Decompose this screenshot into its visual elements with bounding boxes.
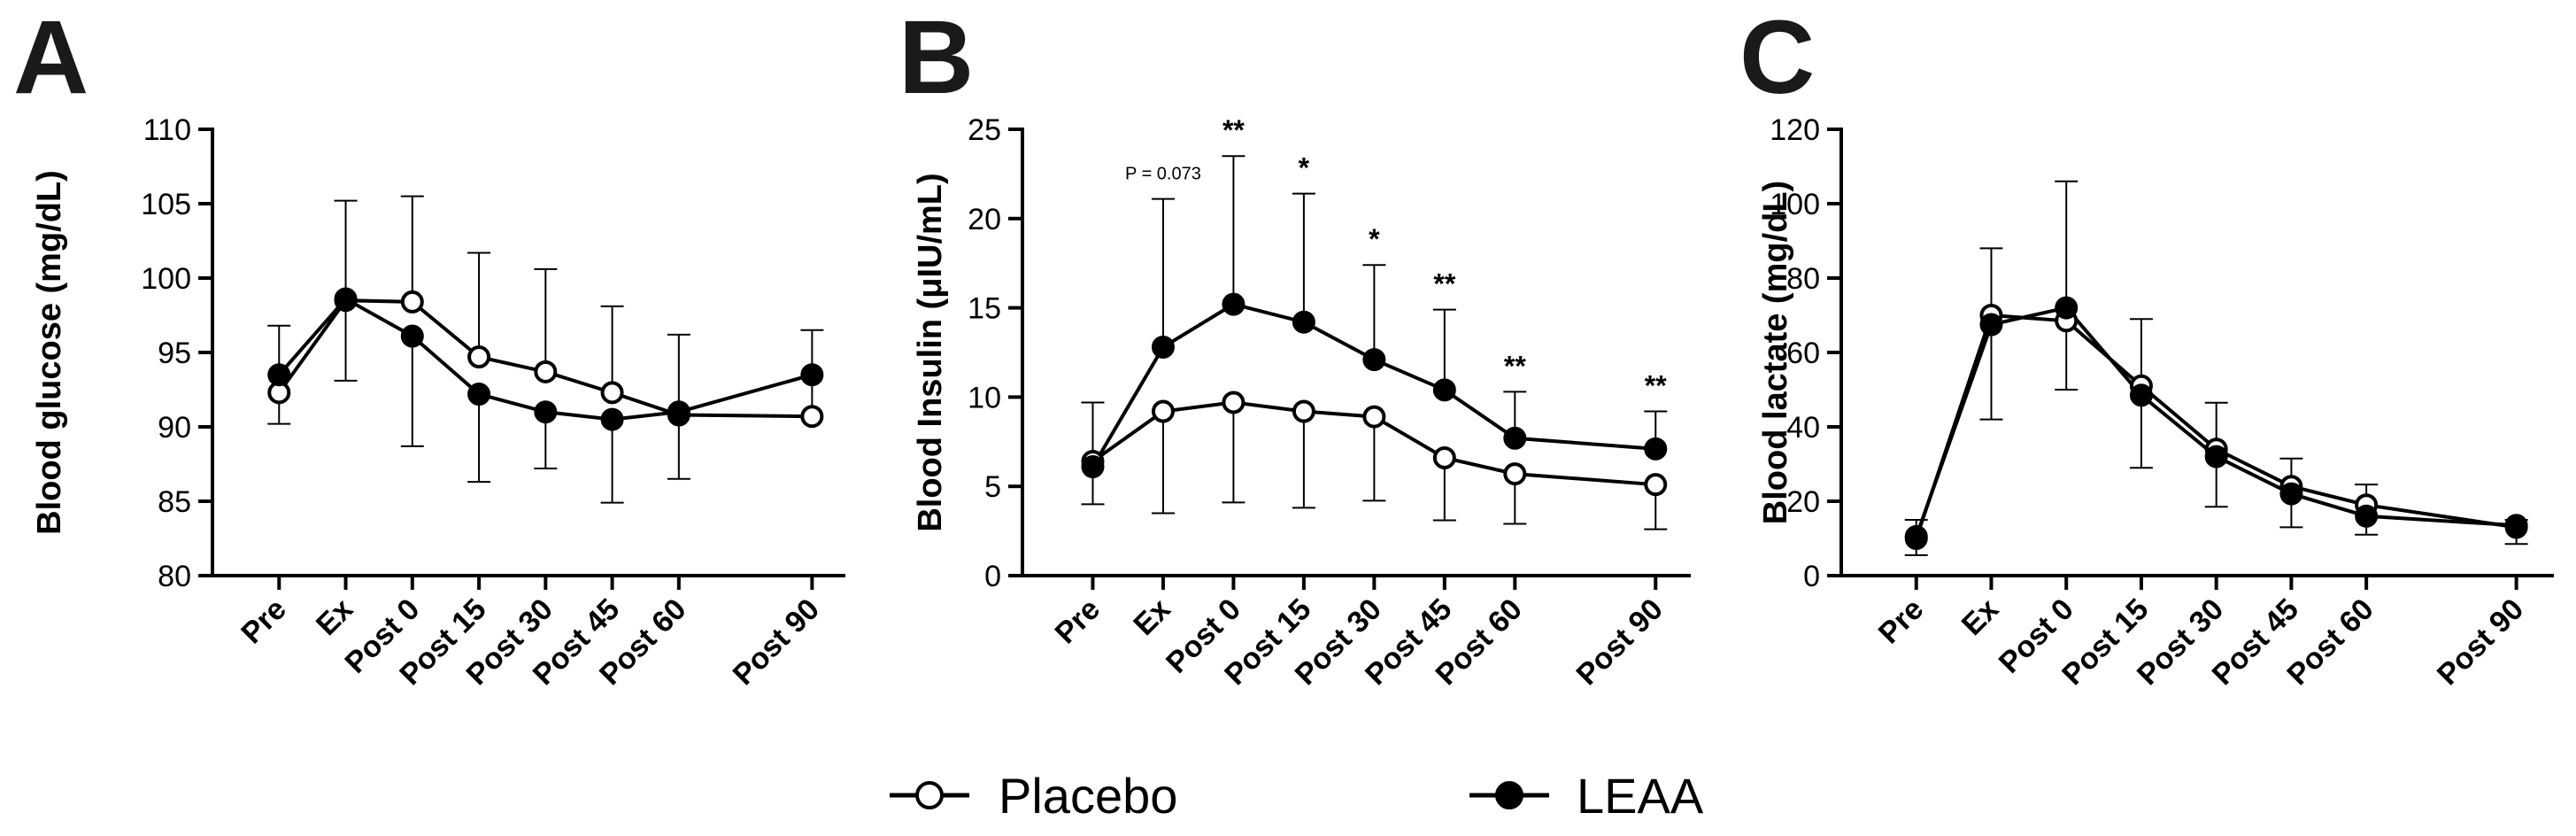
- data-point-placebo: [467, 345, 491, 369]
- y-tick-label: 15: [968, 292, 1001, 326]
- y-tick-label: 100: [141, 262, 191, 296]
- data-point-leaa: [2504, 514, 2528, 538]
- data-point-leaa: [1904, 524, 1928, 548]
- data-point-placebo: [1432, 445, 1456, 469]
- x-tick-label: Post 90: [1570, 592, 1670, 692]
- y-tick-label: 80: [158, 560, 191, 593]
- y-tick-label: 120: [1770, 113, 1820, 147]
- data-point-leaa: [800, 363, 824, 387]
- data-point-leaa: [1644, 437, 1668, 461]
- data-point-placebo: [400, 290, 424, 314]
- x-tick-label: Pre: [235, 592, 293, 651]
- data-point-leaa: [1432, 378, 1456, 402]
- data-point-placebo: [800, 405, 824, 429]
- y-tick-label: 25: [968, 113, 1001, 147]
- y-tick-label: 0: [1803, 560, 1820, 593]
- y-tick-label: 80: [1786, 262, 1820, 296]
- x-tick-label: Ex: [1127, 592, 1176, 642]
- y-tick-label: 20: [1786, 485, 1820, 519]
- legend-leaa-marker: [1495, 781, 1523, 809]
- data-point-leaa: [534, 400, 558, 424]
- legend: Placebo LEAA: [890, 768, 1704, 824]
- significance-marker: **: [1222, 114, 1245, 146]
- data-point-leaa: [2355, 504, 2379, 528]
- data-point-leaa: [2279, 482, 2303, 506]
- p-value-annotation: P = 0.073: [1125, 165, 1201, 184]
- data-point-placebo: [1503, 462, 1527, 486]
- significance-marker: **: [1504, 350, 1526, 382]
- plot-blood-glucose: 80 85 90 95 100 105 110 Blood glucose (mg/dL) Pr…: [31, 113, 845, 692]
- legend-placebo-marker: [915, 781, 944, 809]
- data-point-placebo: [600, 381, 624, 405]
- x-tick-label: Post 90: [2431, 592, 2530, 692]
- legend-leaa-label: LEAA: [1577, 768, 1704, 824]
- y-tick-label: 105: [141, 188, 191, 221]
- legend-placebo-label: Placebo: [999, 768, 1177, 824]
- series-line-placebo: [1091, 400, 1656, 487]
- y-tick-label: 95: [158, 337, 191, 370]
- data-point-leaa: [334, 287, 358, 311]
- series-line-placebo: [1914, 313, 2517, 539]
- y-tick-label: 110: [143, 113, 191, 147]
- data-point-leaa: [600, 407, 624, 431]
- y-tick-label: 90: [158, 411, 191, 445]
- data-point-leaa: [1362, 348, 1386, 372]
- significance-marker: **: [1433, 268, 1455, 300]
- plot-blood-lactate: 0 20 40 60 80 100 120 Blood lactate (mg/dL) Pre E…: [1757, 113, 2554, 692]
- y-tick-label: 40: [1786, 411, 1820, 445]
- x-tick-label: Pre: [1048, 592, 1107, 651]
- data-point-leaa: [1503, 426, 1527, 450]
- y-axis-label: Blood lactate (mg/dL): [1757, 181, 1794, 524]
- data-point-leaa: [2129, 383, 2153, 407]
- series-line-leaa: [1091, 302, 1656, 468]
- y-tick-label: 100: [1770, 188, 1820, 221]
- data-point-leaa: [1081, 455, 1105, 479]
- y-tick-label: 85: [158, 485, 191, 519]
- data-point-placebo: [1222, 391, 1246, 414]
- y-tick-label: 20: [968, 203, 1001, 236]
- data-point-leaa: [2055, 296, 2079, 320]
- x-tick-label: Ex: [310, 592, 359, 642]
- panel-letter-b: B: [899, 0, 974, 116]
- data-point-leaa: [667, 400, 690, 424]
- data-point-placebo: [1151, 399, 1175, 423]
- y-axis-label: Blood glucose (mg/dL): [31, 170, 68, 535]
- data-point-leaa: [467, 383, 491, 406]
- panel-letter-c: C: [1739, 0, 1815, 116]
- y-tick-label: 0: [984, 560, 1001, 593]
- data-point-placebo: [534, 360, 558, 383]
- x-tick-label: Pre: [1872, 592, 1931, 651]
- y-axis-label: Blood Insulin (μIU/mL): [912, 173, 949, 531]
- data-point-placebo: [1644, 473, 1668, 497]
- data-point-placebo: [1362, 405, 1386, 429]
- data-point-leaa: [1151, 335, 1175, 359]
- plot-blood-insulin: 0 5 10 15 20 25 Blood Insulin (μIU/mL) Pre Ex Pos…: [912, 113, 1691, 692]
- data-point-leaa: [1979, 313, 2003, 337]
- data-point-leaa: [400, 324, 424, 348]
- significance-marker: *: [1369, 223, 1380, 255]
- significance-marker: **: [1645, 370, 1667, 402]
- data-point-leaa: [1222, 292, 1246, 316]
- y-tick-label: 60: [1786, 337, 1820, 370]
- data-point-leaa: [2204, 445, 2228, 468]
- x-tick-label: Ex: [1955, 592, 2005, 642]
- data-point-leaa: [1292, 310, 1315, 334]
- data-point-placebo: [1292, 399, 1315, 423]
- y-tick-label: 10: [968, 381, 1001, 414]
- significance-marker: *: [1299, 152, 1310, 184]
- y-tick-label: 5: [984, 470, 1001, 504]
- series-line-leaa: [1914, 306, 2517, 538]
- panel-letter-a: A: [13, 0, 89, 116]
- x-tick-label: Post 90: [727, 592, 826, 692]
- data-point-leaa: [267, 363, 291, 387]
